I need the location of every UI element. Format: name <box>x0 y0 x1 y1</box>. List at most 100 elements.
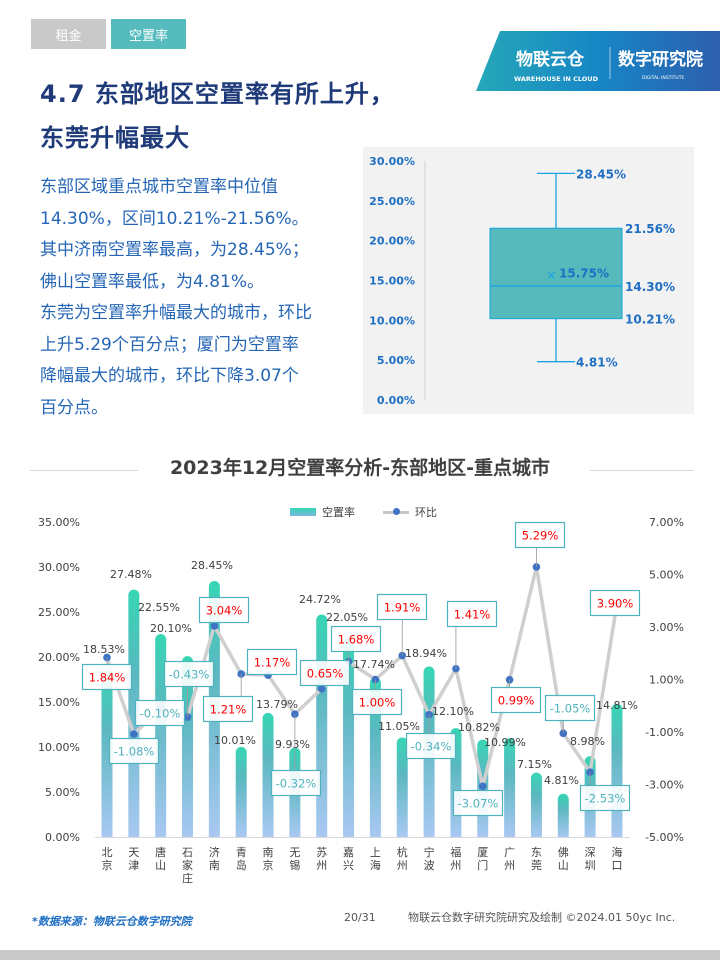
change-label-box <box>351 688 403 716</box>
summary-line: 佛山空置率最低，为4.81%。 <box>40 271 265 292</box>
box-label-min: 4.81% <box>576 356 618 370</box>
right-tick-label: -1.00% <box>645 726 684 739</box>
bar-line-chart: 0.00% 5.00% 10.00% 15.00% 20.00% 25.00% 30.00%… <box>38 516 684 885</box>
change-label: 1.91% <box>384 601 421 615</box>
change-label-box <box>376 593 428 621</box>
value-label: 28.45% <box>191 559 233 572</box>
right-tick-label: 7.00% <box>649 516 684 529</box>
value-label: 7.15% <box>517 758 552 771</box>
value-label: 22.05% <box>326 611 368 624</box>
left-tick-label: 20.00% <box>38 651 80 664</box>
right-tick-label: 3.00% <box>649 621 684 634</box>
x-tick-label: 石家庄 <box>182 846 193 885</box>
tab-vacancy-rate[interactable]: 空置率 <box>111 19 186 49</box>
change-label: 3.90% <box>597 597 634 611</box>
bar-苏州 <box>316 614 328 837</box>
summary-line: 其中济南空置率最高，为28.45%； <box>40 240 309 260</box>
change-dot-天津 <box>130 730 138 738</box>
change-label: 1.84% <box>89 671 126 685</box>
y-tick-label: 25.00% <box>369 195 415 208</box>
x-tick-label: 青岛 <box>236 846 247 872</box>
x-tick-label: 杭州 <box>397 845 408 872</box>
change-label-box <box>446 600 498 628</box>
change-line <box>105 565 619 789</box>
x-tick-label: 深圳 <box>585 846 596 872</box>
right-tick-label: -3.00% <box>645 779 684 792</box>
y-tick-label: 30.00% <box>369 155 415 168</box>
divider <box>590 470 694 471</box>
box-label-q1: 10.21% <box>625 313 675 327</box>
value-label: 9.93% <box>275 738 310 751</box>
logo-institute: 数字研究院 <box>618 49 703 70</box>
x-tick-label: 福州 <box>450 845 461 872</box>
bar-海口 <box>611 703 623 837</box>
summary-line: 东部区域重点城市空置率中位值 <box>40 177 278 197</box>
logo-graphic: 物联云仓 WAREHOUSE IN CLOUD 数字研究院 DIGITAL IN… <box>476 31 720 91</box>
bar-东莞 <box>530 772 542 837</box>
change-label-box <box>514 521 566 549</box>
y-tick-label: 5.00% <box>377 354 415 367</box>
summary-line: 降幅最大的城市，环比下降3.07个 <box>40 366 299 386</box>
value-label: 10.01% <box>214 734 256 747</box>
mean-marker: × <box>546 269 557 284</box>
change-label-box <box>299 659 351 687</box>
value-label: 17.74% <box>353 658 395 671</box>
x-tick-label: 上海 <box>370 846 381 872</box>
change-label-box <box>270 769 322 797</box>
change-label: 5.29% <box>522 529 559 543</box>
change-label: 3.04% <box>206 604 243 618</box>
right-tick-label: 5.00% <box>649 569 684 582</box>
x-tick-label: 佛山 <box>558 846 569 872</box>
change-dot-厦门 <box>478 782 487 791</box>
logo-brand-en: WAREHOUSE IN CLOUD <box>514 75 599 83</box>
page-number: 20/31 <box>344 911 376 924</box>
legend-vacancy: 空置率 <box>322 506 355 519</box>
box-label-median: 14.30% <box>625 280 675 294</box>
change-label: -0.43% <box>169 668 210 682</box>
x-tick-label: 无锡 <box>289 846 300 872</box>
x-tick-label: 海口 <box>611 845 622 872</box>
value-label: 10.99% <box>484 736 526 749</box>
change-label: 0.99% <box>498 694 535 708</box>
x-tick-label: 厦门 <box>477 846 488 872</box>
left-tick-label: 10.00% <box>38 741 80 754</box>
x-tick-label: 南京 <box>263 846 274 872</box>
change-label: -1.05% <box>550 702 591 716</box>
change-label: -1.08% <box>114 745 155 759</box>
title-line-1: 4.7 东部地区空置率有所上升， <box>40 80 395 108</box>
bar-广州 <box>504 738 516 837</box>
value-label: 18.94% <box>405 647 447 660</box>
x-tick-label: 东莞 <box>531 846 542 872</box>
box-label-max: 28.45% <box>576 167 626 181</box>
chart-title: 2023年12月空置率分析-东部地区-重点城市 <box>169 457 551 479</box>
tab-rent[interactable]: 租金 <box>31 19 106 49</box>
change-label-box <box>405 732 457 760</box>
value-label: 24.72% <box>299 593 341 606</box>
change-label-box <box>490 686 542 714</box>
left-tick-label: 15.00% <box>38 696 80 709</box>
value-label: 13.79% <box>256 698 298 711</box>
left-tick-label: 5.00% <box>45 786 80 799</box>
legend-change: 环比 <box>415 506 437 519</box>
value-label: 20.10% <box>150 622 192 635</box>
legend-line-swatch <box>383 508 409 515</box>
iqr-box <box>489 227 623 320</box>
x-tick-label: 北京 <box>102 846 113 872</box>
value-label: 8.98% <box>570 735 605 748</box>
change-label-box <box>163 660 215 688</box>
bar-上海 <box>369 677 381 837</box>
summary-line: 百分点。 <box>40 397 108 418</box>
value-label: 22.55% <box>138 601 180 614</box>
value-label: 12.10% <box>432 705 474 718</box>
change-label-box <box>330 625 382 653</box>
change-dot-济南 <box>210 622 219 630</box>
change-label-box <box>246 648 298 676</box>
left-tick-label: 35.00% <box>38 516 80 529</box>
bar-南京 <box>262 712 274 837</box>
value-label: 4.81% <box>544 774 579 787</box>
bar-北京 <box>101 670 113 837</box>
y-tick-label: 0.00% <box>377 394 415 407</box>
logo-brand: 物联云仓 <box>516 49 585 70</box>
summary-line: 14.30%，区间10.21%-21.56%。 <box>40 208 309 229</box>
x-tick-label: 广州 <box>504 846 515 872</box>
